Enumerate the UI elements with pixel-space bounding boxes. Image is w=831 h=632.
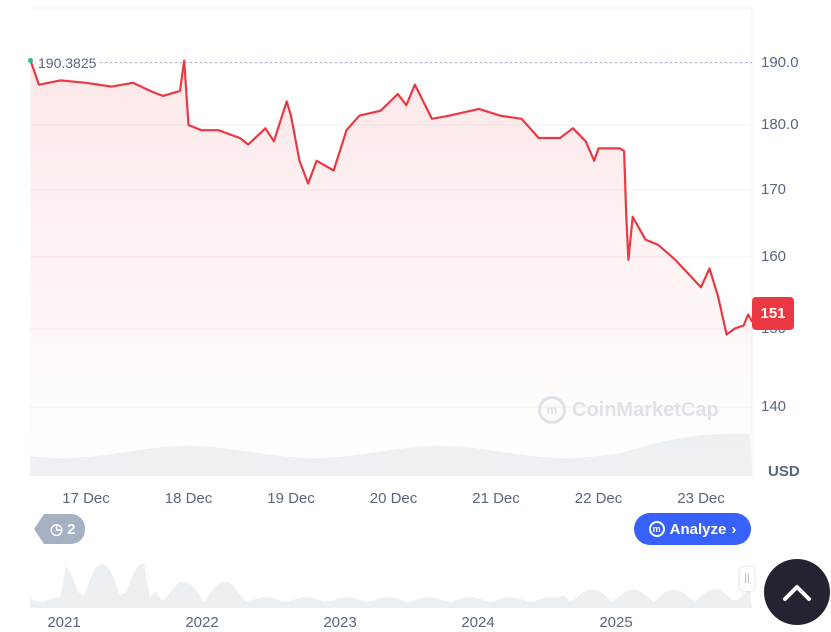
navigator-area bbox=[30, 563, 752, 608]
navigator-year-label: 2023 bbox=[323, 614, 357, 631]
cmc-ai-icon: m bbox=[648, 521, 665, 537]
high-price-label: 190.3825 bbox=[36, 55, 99, 71]
analyze-label: Analyze bbox=[669, 520, 727, 538]
scroll-to-top-button[interactable] bbox=[764, 559, 830, 625]
x-tick-label: 20 Dec bbox=[369, 490, 418, 507]
history-count: 2 bbox=[67, 520, 76, 538]
navigator-year-label: 2025 bbox=[599, 614, 633, 631]
cmc-logo-icon: m bbox=[538, 396, 566, 424]
y-tick-label: 170 bbox=[761, 181, 787, 198]
x-tick-label: 23 Dec bbox=[677, 490, 725, 507]
history-clock-icon: ◷ bbox=[50, 521, 64, 538]
chevron-right-icon: › bbox=[731, 520, 737, 538]
watermark: m CoinMarketCap bbox=[538, 396, 719, 424]
watermark-text: CoinMarketCap bbox=[572, 398, 719, 421]
x-tick-label: 17 Dec bbox=[62, 490, 110, 507]
y-tick-label: 180.0 bbox=[761, 116, 799, 133]
navigator-year-label: 2021 bbox=[47, 614, 81, 631]
chevron-up-icon bbox=[783, 585, 811, 601]
analyze-button[interactable]: m Analyze › bbox=[634, 513, 751, 545]
x-tick-label: 18 Dec bbox=[164, 490, 213, 507]
navigator-drag-handle[interactable]: || bbox=[740, 567, 754, 591]
price-area-fill bbox=[30, 60, 753, 476]
high-price-marker bbox=[27, 58, 33, 64]
y-tick-label: 140 bbox=[761, 398, 787, 415]
price-line bbox=[29, 59, 754, 336]
currency-unit-label: USD bbox=[768, 463, 800, 480]
x-tick-label: 21 Dec bbox=[472, 490, 520, 507]
current-price-badge: 151 bbox=[752, 297, 794, 330]
x-tick-label: 19 Dec bbox=[267, 490, 315, 507]
navigator-year-label: 2022 bbox=[185, 614, 219, 631]
y-tick-label: 190.0 bbox=[761, 54, 799, 71]
x-tick-label: 22 Dec bbox=[574, 490, 623, 507]
navigator-year-label: 2024 bbox=[461, 614, 495, 631]
y-tick-label: 160 bbox=[761, 248, 787, 265]
history-badge[interactable]: ◷ 2 bbox=[34, 514, 86, 544]
